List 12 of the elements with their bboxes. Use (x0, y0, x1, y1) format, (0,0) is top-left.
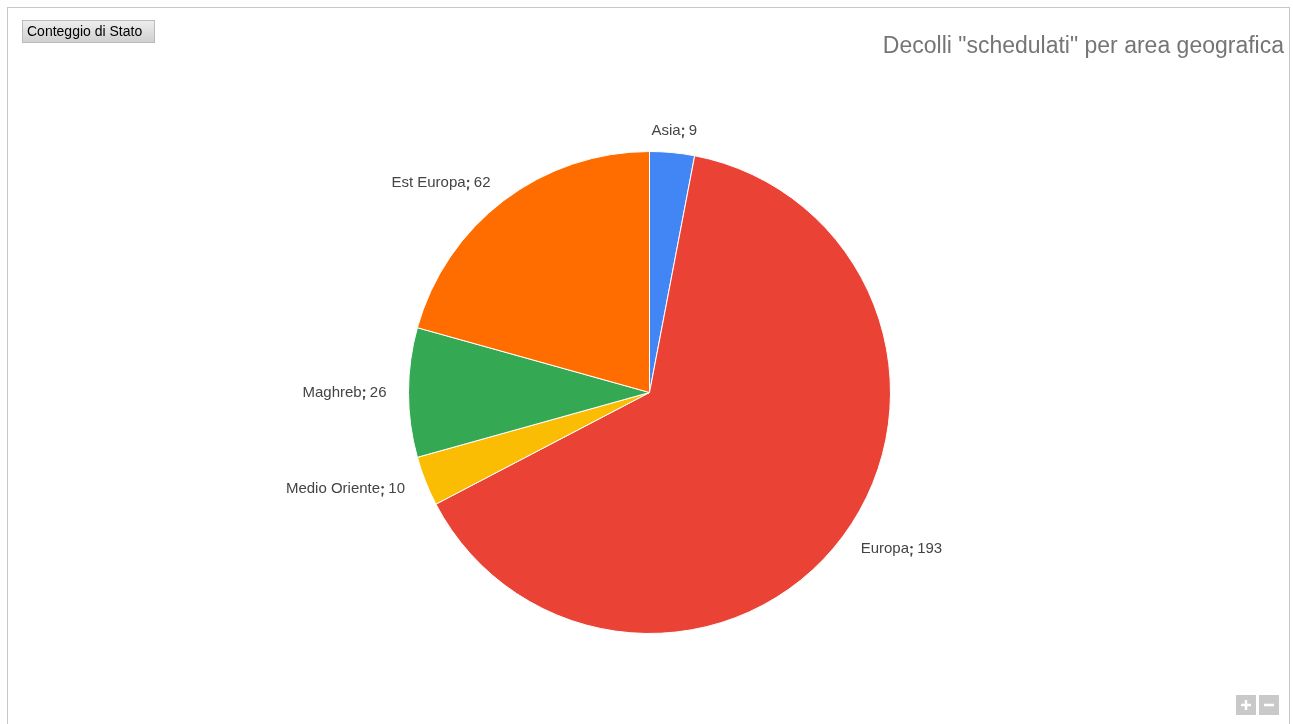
data-label: 193 (917, 539, 943, 557)
data-label: 26 (369, 382, 387, 400)
data-label: 9 (688, 120, 698, 138)
data-label: 10 (388, 479, 405, 497)
text: Conteggio di Stato (22, 20, 156, 43)
data-label: 62 (473, 173, 491, 191)
slice-label: Est Europa (391, 173, 467, 191)
text: Decolli "schedulati" per area geografica (882, 32, 1284, 59)
slice-label: Asia (651, 120, 682, 138)
slice-label: Maghreb (302, 382, 362, 400)
slice-label: Medio Oriente (285, 479, 381, 497)
slice-label: Europa (860, 539, 910, 557)
